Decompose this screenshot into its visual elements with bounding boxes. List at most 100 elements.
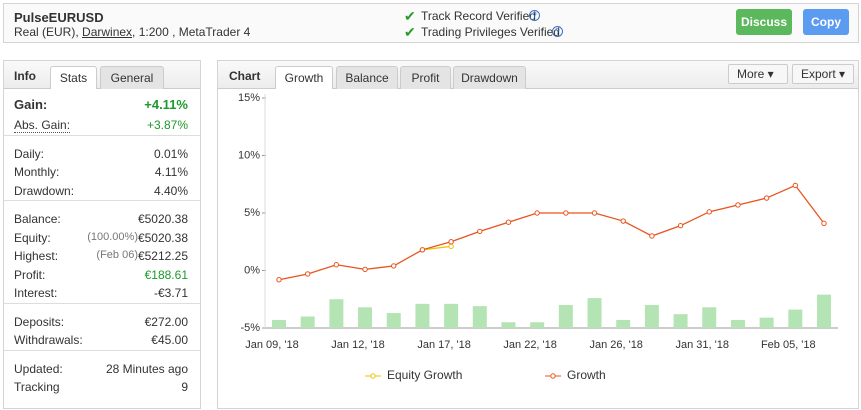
point: [591, 210, 598, 216]
point: [563, 210, 569, 216]
x-tick-label: Jan 26, '18: [589, 339, 642, 351]
separator: [4, 200, 200, 201]
stat-value: 28 Minutes ago: [105, 361, 188, 376]
stat-value: €45.00: [151, 333, 188, 347]
stat-value: -€3.71: [153, 286, 188, 300]
stat-value: €272.00: [144, 314, 188, 329]
point: [706, 209, 712, 215]
header: PulseEURUSD Real (EUR), Darwinex, 1:200 …: [3, 3, 859, 43]
system-title: PulseEURUSD: [14, 10, 104, 25]
y-tick-label: 10%: [238, 149, 260, 161]
point: [792, 182, 799, 189]
stat-label: Balance:: [14, 212, 61, 226]
point: [534, 210, 540, 216]
bar: [730, 319, 745, 328]
point: [763, 195, 770, 201]
tab[interactable]: Balance: [336, 66, 398, 89]
check-icon: ✔: [404, 8, 416, 24]
bar: [530, 322, 545, 328]
separator: [4, 134, 200, 136]
point: [649, 233, 655, 239]
y-tick-label: 15%: [238, 92, 260, 104]
point: [477, 228, 483, 235]
discuss-button[interactable]: Discuss: [736, 9, 792, 35]
tab[interactable]: Growth: [275, 66, 333, 89]
legend-label: Growth: [567, 368, 606, 382]
chart-panel: Chart Growth Balance Profit Drawdown Mor…: [217, 60, 859, 409]
broker-link[interactable]: Darwinex: [82, 25, 133, 39]
verification: Track Record Verified: [421, 9, 536, 23]
more-menu[interactable]: More ▾: [728, 64, 788, 84]
stat-value: 9: [181, 380, 188, 394]
y-tick-label: -5%: [240, 322, 260, 334]
verification: Trading Privileges Verified: [421, 25, 560, 39]
bar: [587, 298, 602, 328]
account-type: Real (EUR),: [14, 25, 79, 39]
stat-value: +3.87%: [146, 118, 188, 132]
panel-title: Info: [14, 69, 36, 83]
line: [422, 245, 452, 251]
y-tick-label: 5%: [244, 207, 260, 219]
line: [278, 184, 825, 281]
stat-value: 4.11%: [154, 165, 188, 179]
stat-value: +4.11%: [144, 97, 188, 112]
stat-label: Updated:: [14, 361, 63, 376]
bar: [358, 307, 373, 328]
stat-label: Abs. Gain:: [14, 118, 71, 133]
help-icon[interactable]: ?: [552, 26, 563, 37]
stat-value: €5020.38: [137, 230, 188, 245]
bar: [817, 294, 831, 328]
bar: [329, 299, 344, 328]
tab[interactable]: Profit: [400, 66, 451, 89]
bar: [444, 303, 459, 328]
bar: [501, 322, 516, 328]
stat-label: Equity:: [14, 230, 51, 245]
export-menu[interactable]: Export ▾: [792, 64, 854, 84]
stat-label: Interest:: [14, 286, 58, 300]
bar: [788, 309, 803, 328]
stat-label: Highest:: [14, 249, 59, 263]
tab[interactable]: General: [100, 66, 164, 89]
tab[interactable]: Drawdown: [453, 66, 526, 89]
bar: [386, 313, 401, 328]
bar: [616, 319, 631, 328]
point: [821, 220, 827, 227]
menu-label: Export: [801, 67, 836, 81]
stat-note: (Feb 06): [96, 249, 138, 261]
point: [620, 218, 626, 224]
bar: [558, 305, 573, 328]
stat-value: €5212.25: [137, 249, 188, 263]
check-icon: ✔: [404, 24, 416, 40]
legend-marker: [370, 373, 376, 379]
x-tick-label: Jan 22, '18: [503, 339, 556, 351]
legend-label: Equity Growth: [387, 368, 462, 382]
stat-value: €5020.38: [137, 212, 188, 226]
stat-value: €188.61: [144, 267, 188, 282]
x-tick-label: Jan 09, '18: [245, 339, 298, 351]
help-icon[interactable]: ?: [529, 10, 540, 21]
panel-title: Chart: [229, 69, 261, 83]
point: [419, 247, 426, 253]
stat-label: Deposits:: [14, 314, 65, 329]
bar: [673, 314, 688, 328]
menu-label: More: [737, 67, 765, 81]
stat-note: (100.00%): [87, 230, 138, 243]
point: [333, 262, 340, 268]
bar: [759, 317, 774, 328]
y-tick-label: 0%: [244, 264, 260, 276]
stat-label: Withdrawals:: [14, 333, 83, 347]
tab[interactable]: Stats: [50, 66, 97, 89]
x-tick-label: Jan 17, '18: [417, 339, 470, 351]
stat-label: Monthly:: [14, 165, 60, 179]
separator: [4, 349, 200, 351]
bar: [272, 319, 286, 328]
bar: [702, 307, 717, 328]
bar: [472, 306, 487, 328]
account-info: Real (EUR), Darwinex, 1:200 , MetaTrader…: [14, 25, 250, 39]
point: [304, 271, 311, 277]
bar: [415, 303, 430, 328]
point: [276, 277, 282, 283]
copy-button[interactable]: Copy: [803, 9, 849, 35]
